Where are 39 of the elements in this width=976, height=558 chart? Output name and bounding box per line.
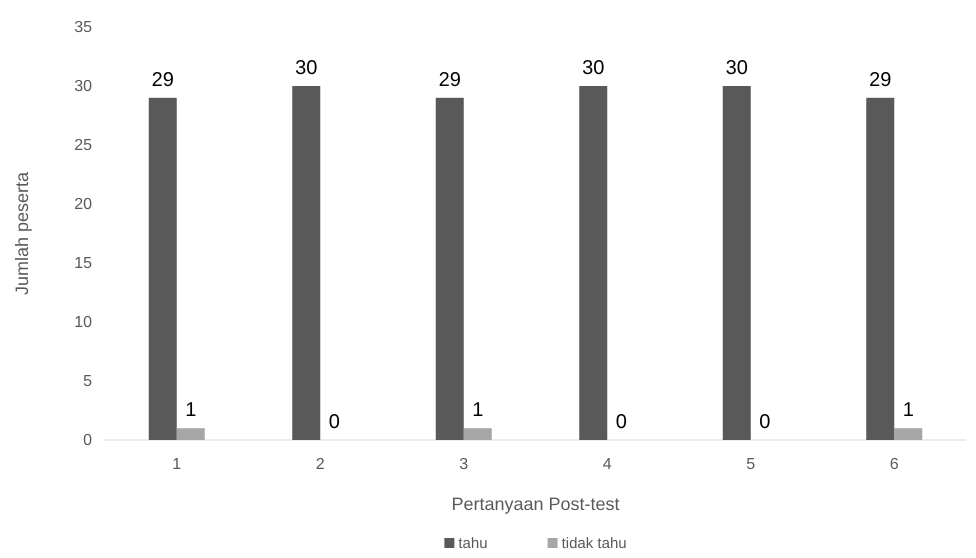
y-tick-label: 10 <box>74 314 92 332</box>
x-tick-label: 5 <box>746 456 756 473</box>
y-tick-label: 20 <box>74 196 92 214</box>
data-label: 1 <box>185 399 196 422</box>
bar <box>292 86 320 440</box>
x-tick-label: 6 <box>890 456 899 473</box>
bar <box>866 98 894 440</box>
data-label: 29 <box>152 68 174 91</box>
y-tick-label: 35 <box>74 19 92 36</box>
y-tick-label: 25 <box>74 137 92 154</box>
data-label: 1 <box>902 399 914 422</box>
y-tick-label: 15 <box>74 255 92 272</box>
bar <box>894 428 922 440</box>
bar <box>148 98 177 440</box>
data-label: 29 <box>869 68 892 91</box>
data-label: 30 <box>582 57 604 79</box>
data-label: 30 <box>726 57 748 79</box>
bar <box>436 98 464 440</box>
legend-label: tahu <box>458 535 488 552</box>
y-tick-label: 0 <box>83 432 92 450</box>
legend-label: tidak tahu <box>562 535 627 552</box>
y-tick-label: 30 <box>74 78 92 96</box>
x-tick-label: 4 <box>602 456 612 473</box>
y-axis-title: Jumlah peserta <box>12 170 32 296</box>
data-label: 29 <box>438 68 461 91</box>
data-label: 1 <box>472 399 484 422</box>
y-tick-label: 5 <box>83 373 92 390</box>
x-tick-label: 1 <box>172 456 182 473</box>
bar <box>722 86 751 440</box>
bar <box>464 428 492 440</box>
x-tick-label: 2 <box>316 456 325 473</box>
data-label: 0 <box>759 411 770 433</box>
data-label: 0 <box>328 411 340 433</box>
data-label: 0 <box>616 411 627 433</box>
x-axis-title: Pertanyaan Post-test <box>451 494 620 514</box>
data-label: 30 <box>295 57 318 79</box>
bar <box>176 428 205 440</box>
x-tick-label: 3 <box>459 456 468 473</box>
bar <box>579 86 608 440</box>
